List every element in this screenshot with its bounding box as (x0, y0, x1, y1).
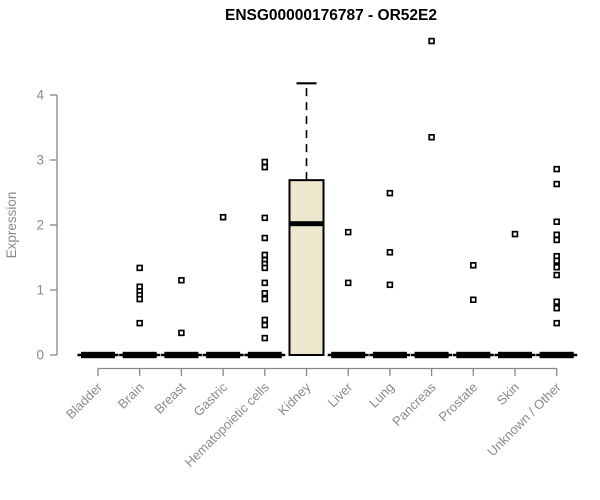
zero-box (498, 351, 532, 359)
x-tick-label: Kidney (275, 379, 314, 418)
y-tick-label: 4 (36, 88, 44, 103)
x-tick-label: Liver (325, 379, 356, 410)
zero-box (164, 351, 199, 359)
outlier-point (428, 134, 435, 141)
outlier-point (386, 249, 394, 256)
y-tick-label: 0 (36, 348, 44, 363)
x-tick-label: Pancreas (389, 379, 439, 429)
outlier-point (261, 264, 269, 272)
outlier-point (553, 319, 560, 327)
outlier-point (261, 251, 269, 259)
outlier-point (261, 163, 269, 171)
outlier-point (261, 234, 269, 242)
outlier-point (386, 281, 394, 289)
x-tick-label: Gastric (191, 379, 231, 419)
zero-box (372, 351, 407, 359)
x-tick-label: Brain (115, 380, 147, 412)
chart-title: ENSG00000176787 - OR52E2 (225, 7, 437, 24)
outlier-point (428, 37, 435, 45)
y-axis-label: Expression (4, 192, 19, 259)
zero-box (122, 351, 157, 359)
outlier-point (261, 290, 269, 297)
box (288, 179, 325, 356)
zero-box (539, 351, 574, 359)
zero-box (247, 351, 282, 359)
outlier-point (470, 262, 477, 269)
outlier-point (553, 180, 560, 188)
outlier-point (136, 264, 143, 272)
y-tick-label: 3 (36, 153, 44, 168)
outlier-point (261, 316, 269, 324)
x-tick-label: Breast (151, 379, 188, 416)
outlier-point (386, 189, 394, 197)
outlier-point (261, 321, 269, 329)
outlier-point (178, 277, 185, 284)
outlier-point (136, 295, 143, 303)
zero-box (81, 351, 115, 359)
outlier-point (261, 334, 269, 342)
x-tick-label: Prostate (436, 380, 481, 425)
x-tick-label: Lung (366, 380, 397, 411)
y-tick-label: 1 (36, 283, 44, 298)
outlier-point (470, 296, 477, 304)
outlier-point (553, 257, 560, 265)
outlier-point (178, 329, 185, 337)
outlier-point (553, 231, 560, 239)
zero-box (331, 351, 366, 359)
outlier-point (261, 295, 269, 303)
y-tick-label: 2 (36, 218, 44, 233)
outlier-point (553, 218, 560, 226)
outlier-point (553, 298, 560, 305)
outlier-point (553, 271, 560, 279)
zero-box (206, 351, 241, 359)
x-tick-label: Bladder (63, 379, 106, 422)
zero-box (414, 351, 449, 359)
outlier-point (136, 319, 143, 327)
x-tick-label: Unknown / Other (484, 379, 564, 459)
median-line (289, 221, 324, 227)
zero-box (456, 351, 491, 359)
outlier-point (553, 304, 560, 312)
outlier-point (261, 214, 269, 222)
outlier-point (553, 264, 560, 271)
outlier-point (511, 230, 519, 238)
outlier-point (261, 279, 269, 287)
outlier-point (553, 165, 560, 173)
outlier-point (344, 228, 352, 236)
x-tick-label: Skin (494, 380, 522, 408)
outlier-point (261, 158, 269, 166)
outlier-point (219, 213, 227, 221)
outlier-point (344, 279, 352, 287)
outlier-point (553, 236, 560, 244)
